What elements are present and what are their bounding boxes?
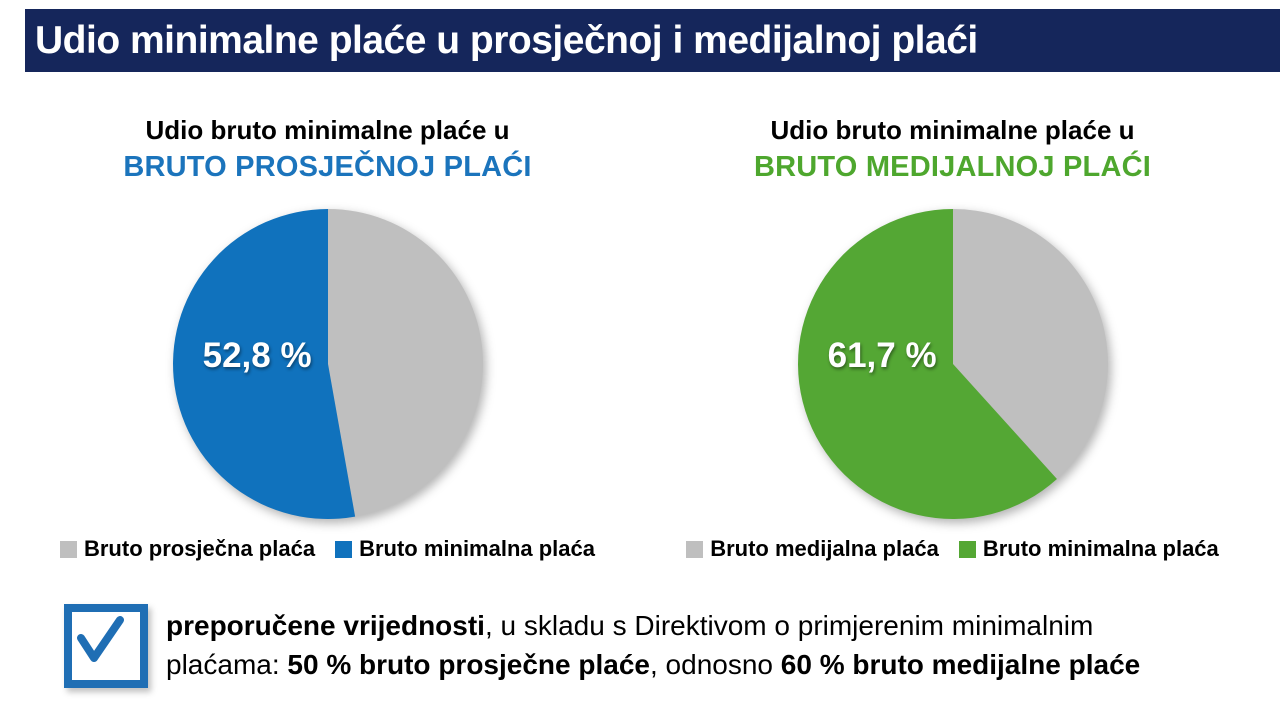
pie-data-label: 52,8 % [202, 336, 312, 375]
check-mark-icon [77, 616, 124, 662]
legend-label: Bruto medijalna plaća [710, 536, 939, 561]
legend-swatch-gray [686, 540, 704, 558]
panel-median-wage: Udio bruto minimalne plaće u BRUTO MEDIJ… [655, 112, 1250, 562]
legend-swatch-green [958, 540, 976, 558]
chart-heading-median: Udio bruto minimalne plaće u BRUTO MEDIJ… [754, 112, 1151, 186]
pie-data-label: 61,7 % [827, 336, 937, 375]
note-line: preporučene vrijednosti, u skladu s Dire… [166, 610, 1094, 641]
legend-label: Bruto minimalna plaća [359, 536, 596, 561]
legend-item: Bruto minimalna plaća [958, 536, 1219, 562]
legend-swatch-gray [59, 540, 77, 558]
legend-average: Bruto prosječna plaća Bruto minimalna pl… [59, 536, 595, 562]
legend-item: Bruto medijalna plaća [686, 536, 939, 562]
title-bar: Udio minimalne plaće u prosječnoj i medi… [25, 9, 1280, 72]
pie-slice [952, 209, 1108, 479]
chart-heading-average: Udio bruto minimalne plaće u BRUTO PROSJ… [123, 112, 531, 186]
legend-label: Bruto minimalna plaća [982, 536, 1219, 561]
pie-chart-median: 61,7 % [793, 204, 1113, 524]
recommendation-note: preporučene vrijednosti, u skladu s Dire… [64, 604, 1241, 688]
chart-subtitle: BRUTO PROSJEČNOJ PLAĆI [123, 151, 532, 183]
pie-svg-median [797, 209, 1108, 519]
legend-label: Bruto prosječna plaća [83, 536, 316, 561]
pie-slice [327, 209, 483, 517]
legend-item: Bruto minimalna plaća [335, 536, 595, 562]
pie-svg-average [172, 209, 483, 519]
pie-slice [797, 209, 1057, 519]
pie-chart-average: 52,8 % [168, 204, 488, 524]
note-line: plaćama: 50 % bruto prosječne plaće, odn… [166, 649, 1141, 680]
legend-median: Bruto medijalna plaća Bruto minimalna pl… [686, 536, 1219, 562]
pie-slice [172, 209, 355, 519]
legend-item: Bruto prosječna plaća [59, 536, 316, 562]
legend-swatch-blue [335, 540, 353, 558]
panel-average-wage: Udio bruto minimalne plaće u BRUTO PROSJ… [30, 112, 625, 562]
charts-row: Udio bruto minimalne plaće u BRUTO PROSJ… [0, 112, 1280, 562]
slide-title: Udio minimalne plaće u prosječnoj i medi… [35, 18, 978, 62]
chart-title: Udio bruto minimalne plaće u [145, 115, 510, 145]
chart-subtitle: BRUTO MEDIJALNOJ PLAĆI [753, 151, 1151, 183]
checkbox-icon [64, 604, 148, 688]
chart-title: Udio bruto minimalne plaće u [770, 115, 1135, 145]
note-text: preporučene vrijednosti, u skladu s Dire… [166, 604, 1241, 684]
